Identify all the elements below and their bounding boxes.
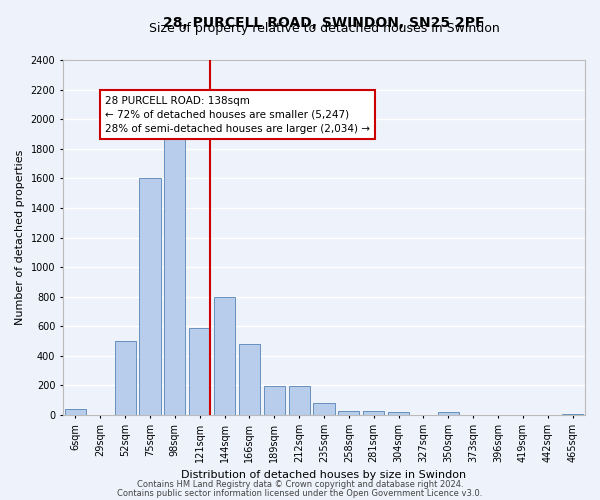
- Bar: [438, 412, 459, 415]
- Text: Contains HM Land Registry data © Crown copyright and database right 2024.: Contains HM Land Registry data © Crown c…: [137, 480, 463, 489]
- Bar: [189, 328, 210, 415]
- Bar: [164, 126, 185, 415]
- Text: 28 PURCELL ROAD: 138sqm
← 72% of detached houses are smaller (5,247)
28% of semi: 28 PURCELL ROAD: 138sqm ← 72% of detache…: [105, 96, 370, 134]
- Title: Size of property relative to detached houses in Swindon: Size of property relative to detached ho…: [149, 22, 499, 35]
- Bar: [388, 412, 409, 415]
- Bar: [239, 344, 260, 415]
- Bar: [338, 410, 359, 415]
- Bar: [214, 296, 235, 415]
- Bar: [139, 178, 161, 415]
- X-axis label: Distribution of detached houses by size in Swindon: Distribution of detached houses by size …: [181, 470, 467, 480]
- Bar: [289, 386, 310, 415]
- Bar: [562, 414, 583, 415]
- Text: 28, PURCELL ROAD, SWINDON, SN25 2PF: 28, PURCELL ROAD, SWINDON, SN25 2PF: [163, 16, 485, 30]
- Bar: [313, 403, 335, 415]
- Text: Contains public sector information licensed under the Open Government Licence v3: Contains public sector information licen…: [118, 488, 482, 498]
- Bar: [65, 409, 86, 415]
- Bar: [263, 386, 285, 415]
- Bar: [363, 410, 384, 415]
- Y-axis label: Number of detached properties: Number of detached properties: [15, 150, 25, 325]
- Bar: [115, 341, 136, 415]
